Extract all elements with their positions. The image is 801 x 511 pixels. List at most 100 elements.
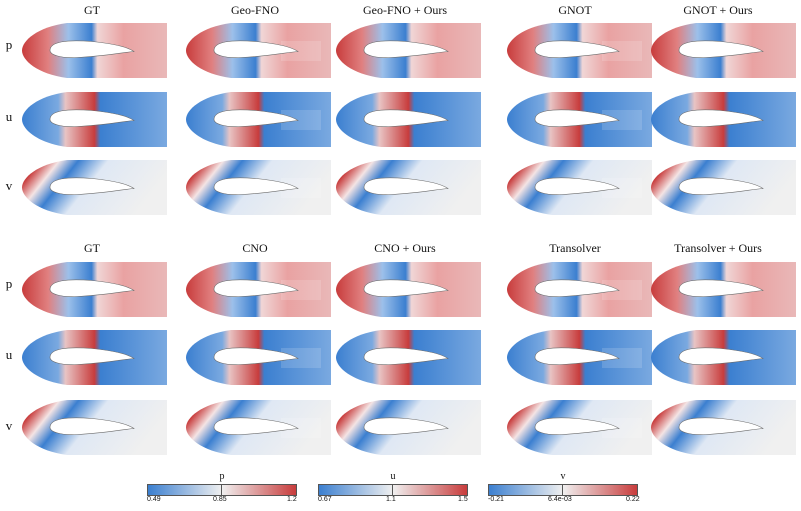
airfoil-shape [678,109,764,127]
column-title: GNOT + Ours [683,3,753,17]
artifact-region [281,41,321,61]
colorbar-mid: 0.85 [213,496,227,503]
v-field-panel [336,400,481,455]
column-title: GNOT [558,3,592,17]
p-field-panel [651,23,796,78]
row-label-u: u [5,347,13,362]
airfoil-shape [678,417,764,435]
row-label-v: v [5,178,13,193]
airfoil-shape [49,279,135,297]
colorbar-max: 1.2 [287,496,297,503]
airfoil-shape [678,279,764,297]
colorbar-max: 1.5 [458,496,468,503]
colorbar-tick [392,484,393,496]
p-field-panel [507,23,652,78]
airfoil-shape [213,177,299,195]
artifact-region [602,178,642,198]
airfoil-shape [213,109,299,127]
colorbar-v: v -0.21 6.4e-03 0.22 [488,471,640,511]
artifact-region [602,110,642,130]
airfoil-shape [678,177,764,195]
v-field-panel [651,160,796,215]
airfoil-shape [213,347,299,365]
airfoil-shape [213,279,299,297]
p-field-panel [186,23,331,78]
row-label-p: p [5,37,13,52]
airfoil-shape [678,40,764,58]
artifact-region [281,110,321,130]
column-title: Transolver [549,241,601,255]
airfoil-shape [213,40,299,58]
artifact-region [281,280,321,300]
colorbar-mid: 6.4e-03 [548,496,572,503]
artifact-region [281,348,321,368]
airfoil-shape [49,347,135,365]
colorbar-gradient [147,484,297,496]
colorbar-title: u [390,471,396,482]
column-title: Transolver + Ours [674,241,762,255]
colorbar-max: 0.22 [626,496,640,503]
airfoil-shape [363,347,449,365]
airfoil-shape [534,109,620,127]
airfoil-shape [534,40,620,58]
colorbar-min: 0.67 [318,496,332,503]
airfoil-shape [534,177,620,195]
colorbar-tick [562,484,563,496]
artifact-region [602,41,642,61]
p-field-panel [336,262,481,317]
v-field-panel [22,400,167,455]
colorbar-min: -0.21 [488,496,504,503]
airfoil-shape [363,177,449,195]
airfoil-shape [678,347,764,365]
artifact-region [281,178,321,198]
v-field-panel [22,160,167,215]
p-field-panel [507,262,652,317]
row-label-p: p [5,276,13,291]
u-field-panel [22,92,167,147]
column-title: CNO [242,241,268,255]
artifact-region [281,418,321,438]
v-field-panel [507,400,652,455]
column-title: CNO + Ours [374,241,436,255]
airfoil-shape [213,417,299,435]
p-field-panel [651,262,796,317]
u-field-panel [336,92,481,147]
v-field-panel [186,400,331,455]
u-field-panel [507,92,652,147]
colorbar-u: u 0.67 1.1 1.5 [318,471,468,511]
column-title: Geo-FNO + Ours [362,3,448,17]
u-field-panel [186,92,331,147]
u-field-panel [336,330,481,385]
colorbar-p: p 0.49 0.85 1.2 [147,471,297,511]
v-field-panel [651,400,796,455]
airfoil-shape [534,347,620,365]
airfoil-shape [49,40,135,58]
airfoil-shape [363,109,449,127]
colorbar-min: 0.49 [147,496,161,503]
airfoil-shape [363,40,449,58]
u-field-panel [651,92,796,147]
airfoil-shape [49,177,135,195]
colorbar-gradient [318,484,468,496]
p-field-panel [22,262,167,317]
colorbar-title: p [219,471,225,482]
artifact-region [602,280,642,300]
u-field-panel [507,330,652,385]
column-title: GT [84,3,100,17]
u-field-panel [22,330,167,385]
airfoil-shape [363,417,449,435]
colorbar-title: v [560,471,566,482]
row-label-u: u [5,109,13,124]
airfoil-shape [534,417,620,435]
column-title: GT [84,241,100,255]
colorbar-gradient [488,484,638,496]
p-field-panel [22,23,167,78]
row-label-v: v [5,418,13,433]
u-field-panel [651,330,796,385]
airfoil-shape [363,279,449,297]
colorbar-mid: 1.1 [386,496,396,503]
v-field-panel [186,160,331,215]
v-field-panel [507,160,652,215]
artifact-region [602,348,642,368]
airfoil-shape [534,279,620,297]
